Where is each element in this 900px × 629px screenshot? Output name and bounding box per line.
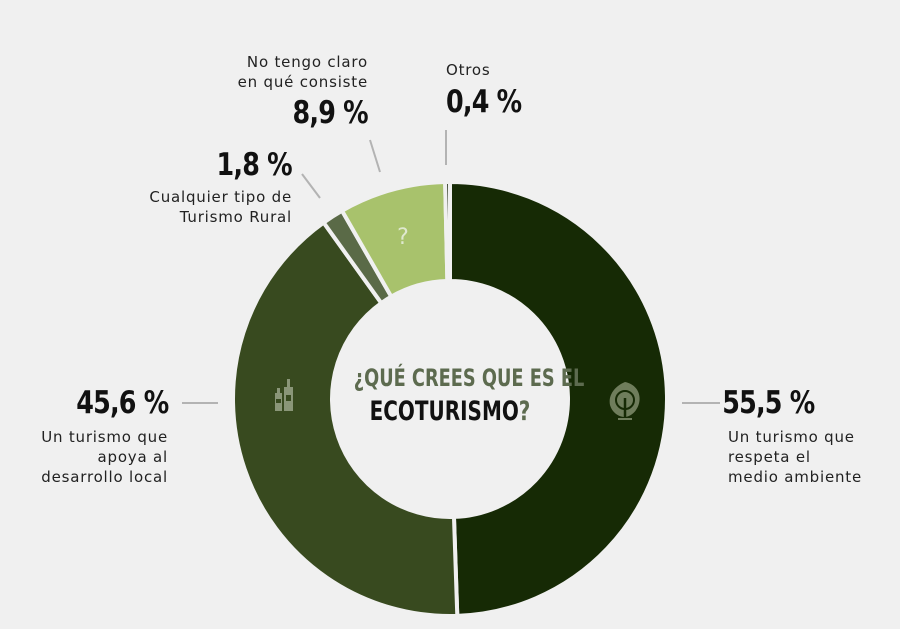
desc-label-noclaro: No tengo claro en qué consiste [237,53,368,91]
pct-label-noclaro: 8,9 % [292,95,369,131]
chart-title: ¿QUÉ CREES QUE ES EL ECOTURISMO? [320,362,585,430]
desc-label-rural: Cualquier tipo de Turismo Rural [149,188,292,226]
chart-title-line2: ECOTURISMO? [354,394,546,430]
leader-line-noclaro [369,139,381,173]
chart-title-word: ECOTURISMO [369,396,519,427]
chart-title-line1: ¿QUÉ CREES QUE ES EL [353,364,585,392]
slice-otros [443,179,452,284]
question-icon: ? [397,225,409,250]
pct-label-rural: 1,8 % [216,147,293,183]
tree-icon [609,382,640,420]
bottles-icon [275,379,293,411]
chart-title-mark: ? [518,396,531,427]
pct-label-otros: 0,4 % [446,84,522,120]
slice-local [231,219,460,618]
desc-label-otros: Otros [446,61,491,79]
pct-label-medio: 55,5 % [721,385,815,421]
desc-label-local: Un turismo que apoya al desarrollo local [41,428,168,486]
leader-line-rural [301,173,321,199]
pct-label-local: 45,6 % [75,385,169,421]
slice-medio [448,179,669,618]
desc-label-medio: Un turismo que respeta el medio ambiente [728,428,863,486]
